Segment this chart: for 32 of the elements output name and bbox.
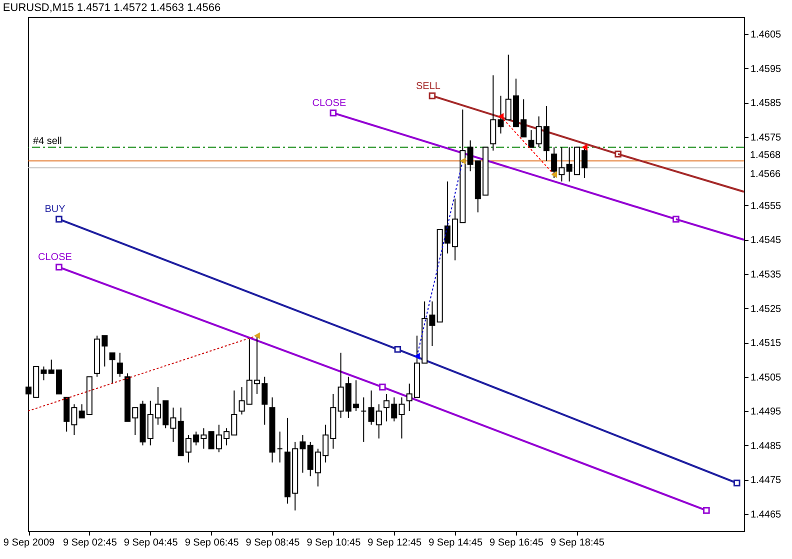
y-tick-label: 1.4525: [750, 304, 782, 315]
y-tick-label: 1.4545: [750, 235, 782, 246]
x-tick-label: 9 Sep 02:45: [62, 538, 118, 548]
x-tick-label: 9 Sep 06:45: [184, 538, 240, 548]
x-tick-label: 9 Sep 12:45: [368, 538, 422, 548]
y-tick-label: 1.4555: [750, 200, 782, 212]
x-tick-label: 9 Sep 04:45: [124, 538, 178, 548]
y-tick-label: 1.4505: [750, 372, 782, 384]
x-tick-label: 9 Sep 14:45: [428, 538, 483, 548]
ref-line-label: 1.4566: [750, 168, 782, 180]
ref-line-label: #4 sell: [33, 136, 62, 148]
series-label: CLOSE: [312, 98, 346, 109]
y-tick-label: 1.4575: [750, 132, 782, 144]
y-tick-label: 1.4585: [750, 98, 782, 110]
x-tick-label: 9 Sep 18:45: [550, 538, 605, 548]
series-label: CLOSE: [38, 252, 72, 264]
x-tick-label: 9 Sep 16:45: [490, 538, 544, 548]
x-tick-label: 9 Sep 2009: [3, 538, 56, 548]
y-tick-label: 1.4535: [750, 270, 782, 280]
y-tick-label: 1.4485: [750, 440, 782, 452]
x-tick-label: 9 Sep 08:45: [246, 538, 300, 548]
y-tick-label: 1.4595: [750, 64, 782, 75]
y-tick-label: 1.4475: [750, 475, 782, 486]
y-tick-label: 1.4465: [750, 509, 782, 520]
ref-line-label: 1.4568: [750, 150, 782, 161]
series-label: SELL: [416, 80, 441, 92]
y-tick-label: 1.4515: [750, 338, 782, 350]
y-tick-label: 1.4605: [750, 30, 782, 41]
x-tick-label: 9 Sep 10:45: [306, 538, 362, 548]
y-tick-label: 1.4495: [750, 406, 782, 418]
chart-title: EURUSD,M15 1.4571 1.4572 1.4563 1.4566: [2, 2, 221, 14]
series-label: BUY: [44, 204, 66, 216]
